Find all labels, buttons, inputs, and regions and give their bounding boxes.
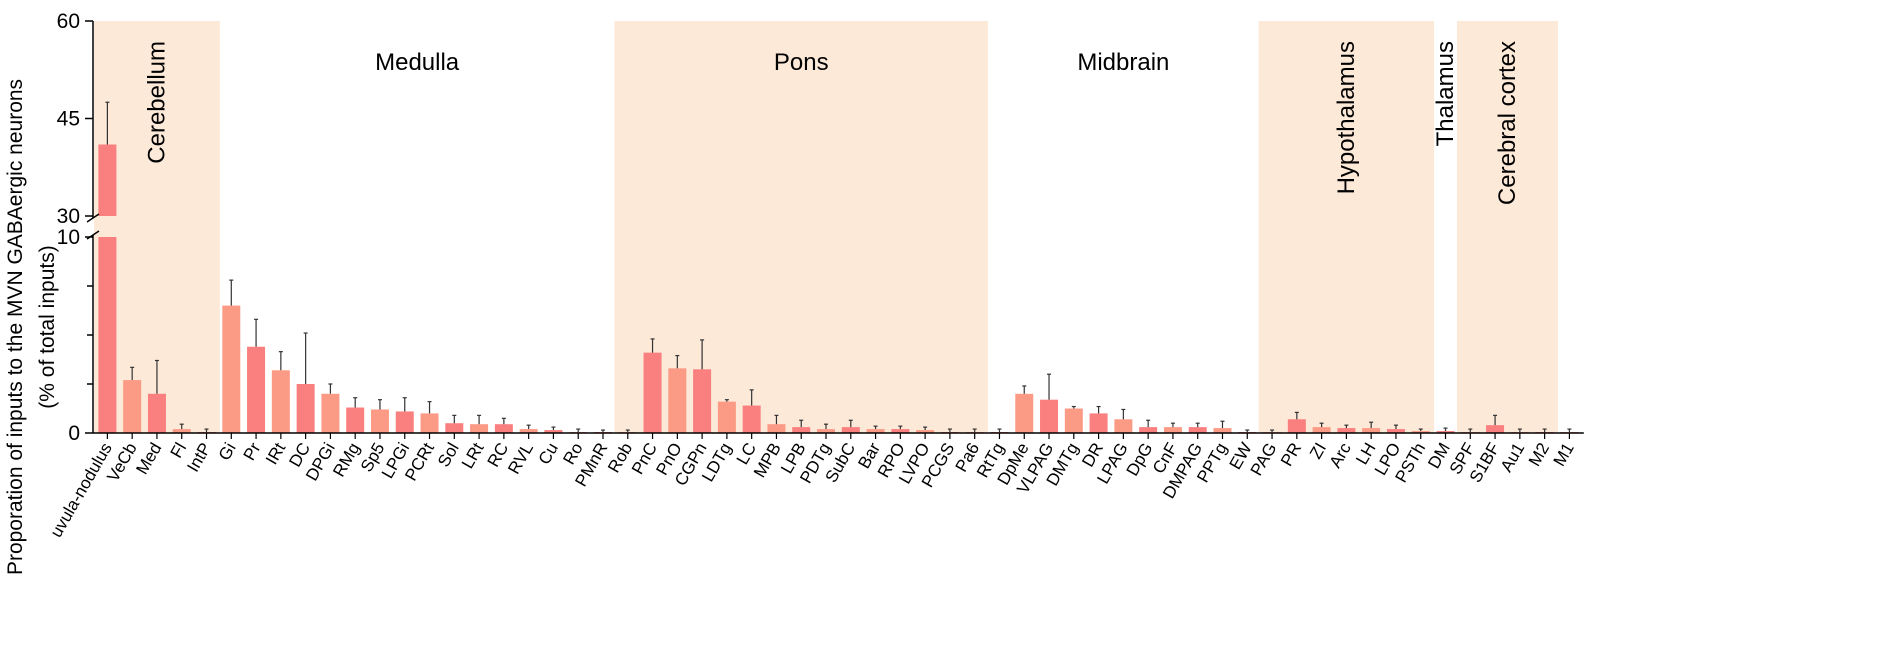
bar-CnF bbox=[1163, 427, 1182, 433]
region-band-hypothalamus bbox=[1258, 21, 1435, 433]
y-tick-label: 0 bbox=[68, 422, 80, 445]
bar-LC bbox=[742, 405, 761, 433]
bar-Cu bbox=[544, 430, 563, 433]
y-axis-title-line2: (% of total inputs) bbox=[36, 245, 59, 408]
y-tick-label: 10 bbox=[57, 226, 80, 249]
bar-PDTg bbox=[817, 429, 836, 433]
bar-RPO bbox=[891, 429, 910, 433]
x-tick-label: LRt bbox=[458, 439, 488, 472]
x-tick-label: Sol bbox=[434, 440, 463, 471]
bars-layer bbox=[98, 144, 1579, 433]
x-tick-label: IntP bbox=[183, 440, 215, 476]
bar-DpMe bbox=[1015, 393, 1034, 433]
bar-CGPn bbox=[693, 369, 712, 433]
bar-VLPAG bbox=[1040, 399, 1059, 433]
bar-VeCb bbox=[123, 380, 142, 433]
region-label-thalamus: Thalamus bbox=[1432, 41, 1459, 146]
x-tick-label: Pr bbox=[240, 439, 265, 464]
region-label-pons: Pons bbox=[774, 49, 829, 76]
bar-Arc bbox=[1337, 428, 1356, 433]
region-label-cerebral-cortex: Cerebral cortex bbox=[1494, 41, 1521, 205]
bar-PR bbox=[1287, 419, 1306, 433]
bar-LH bbox=[1362, 428, 1381, 433]
bar-LPAG bbox=[1114, 419, 1133, 433]
region-label-medulla: Medulla bbox=[375, 49, 460, 76]
y-tick-label: 60 bbox=[57, 10, 80, 33]
bar-Bar bbox=[866, 429, 885, 433]
bar-PCRt bbox=[420, 413, 439, 433]
x-tick-label: M2 bbox=[1525, 440, 1553, 470]
x-tick-label: Arc bbox=[1326, 439, 1355, 471]
bar-PSTh bbox=[1411, 431, 1430, 433]
bar-IRt bbox=[271, 370, 290, 433]
bar-Sol bbox=[445, 423, 464, 433]
y-tick-label: 45 bbox=[57, 108, 80, 131]
x-tick-label: M1 bbox=[1550, 440, 1578, 470]
bar-LPGi bbox=[395, 411, 414, 433]
x-tick-label: RMg bbox=[329, 440, 363, 481]
bar-Gi bbox=[222, 305, 241, 433]
x-tick-label: Cu bbox=[535, 440, 562, 468]
y-axis-title-line1: Proporation of inputs to the MVN GABAerg… bbox=[4, 79, 27, 575]
bar-Pr bbox=[247, 346, 266, 433]
bar-SubC bbox=[841, 427, 860, 433]
x-tick-label: PAG bbox=[1247, 440, 1281, 479]
region-label-midbrain: Midbrain bbox=[1077, 49, 1169, 76]
bar-DPGi bbox=[321, 393, 340, 433]
bar-DR bbox=[1089, 413, 1108, 433]
region-band-pons bbox=[614, 21, 989, 433]
bar-DM bbox=[1436, 431, 1455, 433]
x-tick-label: DpG bbox=[1123, 440, 1157, 480]
bar-ZI bbox=[1312, 427, 1331, 433]
region-labels-layer: Cerebellum Medulla Pons Midbrain Hypothalamu… bbox=[143, 41, 1521, 205]
region-shading-layer bbox=[94, 21, 1559, 433]
axis-break-mark-upper bbox=[86, 213, 100, 223]
bar-uvula-nodulus-lower bbox=[98, 237, 117, 433]
bar-Sp5 bbox=[370, 409, 389, 433]
bar-RMg bbox=[346, 407, 365, 433]
x-tick-label: PR bbox=[1277, 440, 1305, 470]
x-tick-label: Med bbox=[132, 440, 165, 478]
x-tick-label: Au1 bbox=[1497, 440, 1529, 476]
region-band-cerebral-cortex bbox=[1456, 21, 1559, 433]
bar-DpG bbox=[1139, 427, 1158, 433]
bar-PnO bbox=[668, 368, 687, 433]
region-label-cerebellum: Cerebellum bbox=[143, 41, 170, 164]
bar-RC bbox=[494, 424, 513, 433]
bar-LPO bbox=[1386, 429, 1405, 433]
bar-MPB bbox=[767, 424, 786, 433]
bar-DMTg bbox=[1064, 408, 1083, 433]
x-tick-label: MPB bbox=[750, 440, 785, 481]
bar-LRt bbox=[470, 424, 489, 433]
bar-DMPAG bbox=[1188, 427, 1207, 433]
bar-uvula-nodulus-upper bbox=[98, 144, 117, 216]
bar-Med bbox=[147, 393, 166, 433]
error-bars-layer bbox=[105, 101, 1572, 433]
bar-LDTg bbox=[717, 401, 736, 433]
bar-Fl bbox=[172, 429, 191, 433]
x-tick-label: Gi bbox=[215, 440, 240, 464]
region-label-hypothalamus: Hypothalamus bbox=[1333, 41, 1360, 194]
bar-S1BF bbox=[1486, 425, 1505, 433]
bar-RVL bbox=[519, 429, 538, 433]
x-tick-label: Fl bbox=[167, 440, 191, 462]
y-tick-label: 30 bbox=[57, 205, 80, 228]
bar-PPTg bbox=[1213, 428, 1232, 433]
x-tick-label: IRt bbox=[262, 439, 289, 468]
x-tick-label: RVL bbox=[504, 440, 537, 478]
x-tick-label: uvula-nodulus bbox=[46, 440, 115, 541]
bar-LVPO bbox=[916, 430, 935, 433]
bar-DC bbox=[296, 384, 315, 433]
bar-PnC bbox=[643, 352, 662, 433]
bar-LPB bbox=[792, 427, 811, 433]
